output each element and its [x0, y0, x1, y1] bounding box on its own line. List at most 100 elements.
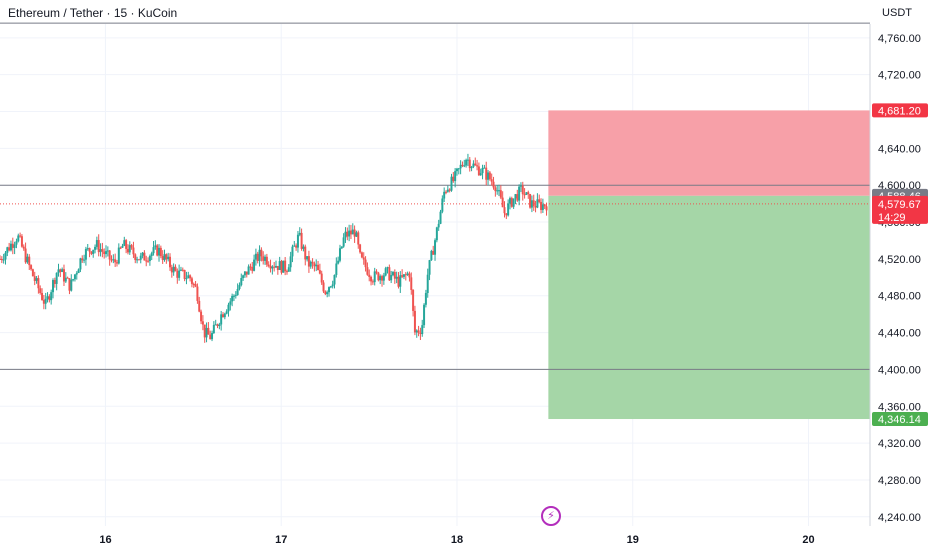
candle-body: [481, 167, 484, 174]
candle-body: [441, 198, 444, 212]
candle-body: [448, 189, 451, 191]
last-price-tag: 4,579.67: [878, 199, 921, 211]
candle-body: [322, 282, 325, 292]
candle-body: [9, 243, 12, 251]
candle-body: [287, 267, 290, 272]
candle-body: [46, 296, 49, 299]
candle-body: [86, 248, 89, 250]
candle-body: [52, 279, 55, 293]
candle-body: [30, 265, 33, 270]
candle-body: [386, 267, 389, 269]
candle-body: [410, 277, 413, 290]
candle-body: [401, 275, 404, 277]
candle-body: [88, 248, 91, 252]
candle-body: [408, 273, 411, 278]
candle-body: [264, 256, 267, 261]
candle-body: [293, 245, 296, 247]
candle-body: [412, 289, 415, 311]
y-tick-label: 4,360.00: [878, 401, 921, 413]
currency-label[interactable]: USDT: [882, 7, 912, 19]
candle-body: [488, 172, 491, 180]
candle-body: [212, 324, 215, 334]
candle-body: [156, 245, 159, 256]
candle-body: [507, 203, 510, 216]
candle-body: [417, 330, 420, 333]
countdown-tag: 14:29: [878, 212, 906, 224]
y-tick-label: 4,640.00: [878, 143, 921, 155]
candle-body: [455, 168, 458, 172]
candle-body: [366, 267, 369, 275]
last-price-tag-bg: [872, 195, 928, 224]
candle-body: [134, 254, 137, 261]
candle-body: [17, 235, 20, 242]
candle-body: [317, 264, 320, 271]
candle-body: [136, 259, 139, 261]
candle-body: [391, 272, 394, 276]
candle-body: [501, 197, 504, 208]
candle-body: [373, 271, 376, 283]
candle-body: [70, 279, 73, 291]
candle-body: [147, 260, 150, 262]
candle-body: [342, 237, 345, 247]
candle-body: [119, 247, 122, 249]
candle-body: [83, 259, 86, 261]
candle-body: [39, 288, 42, 293]
candle-body: [468, 159, 471, 169]
candle-body: [344, 231, 347, 238]
candle-body: [218, 324, 221, 327]
candle-body: [492, 181, 495, 188]
candle-body: [68, 278, 71, 291]
symbol-title[interactable]: Ethereum / Tether · 15 · KuCoin: [8, 6, 178, 20]
candle-body: [251, 267, 254, 271]
take-profit-zone: [548, 195, 870, 420]
y-tick-label: 4,760.00: [878, 33, 921, 45]
candle-body: [172, 266, 175, 273]
candle-body: [267, 264, 270, 266]
candle-body: [521, 185, 524, 195]
candle-body: [508, 198, 511, 204]
candle-body: [211, 333, 214, 340]
candle-body: [105, 251, 108, 255]
lightning-bolt-icon[interactable]: ⚡: [541, 506, 561, 526]
candle-body: [19, 235, 22, 237]
candle-body: [432, 250, 435, 255]
candle-body: [529, 194, 532, 208]
candle-body: [518, 186, 521, 201]
candle-body: [340, 246, 343, 249]
candle-body: [402, 274, 405, 277]
x-axis-ticks: 16 17 18 19 20: [99, 534, 814, 546]
candle-body: [349, 230, 352, 235]
candle-body: [445, 191, 448, 193]
candle-body: [205, 327, 208, 338]
candle-body: [454, 171, 457, 182]
candle-body: [538, 199, 541, 202]
candle-body: [381, 276, 384, 281]
candle-body: [329, 286, 332, 288]
candle-body: [419, 332, 422, 335]
candle-body: [77, 269, 80, 274]
candle-body: [328, 287, 331, 293]
candle-body: [238, 285, 241, 289]
candle-body: [2, 259, 5, 261]
candle-body: [393, 272, 396, 279]
stop-loss-zone: [548, 110, 870, 196]
candle-body: [117, 247, 120, 264]
candle-body: [434, 240, 437, 255]
candle-body: [530, 200, 533, 208]
candle-body: [165, 254, 168, 260]
candle-body: [527, 192, 530, 195]
candle-body: [499, 190, 502, 198]
stop-price-tag: 4,681.20: [878, 105, 921, 117]
candle-body: [463, 165, 466, 167]
candle-body: [375, 271, 378, 273]
candle-body: [99, 249, 102, 253]
candle-body: [370, 276, 373, 282]
x-tick-label: 18: [451, 534, 463, 546]
candle-body: [178, 270, 181, 278]
candle-body: [33, 276, 36, 281]
candle-body: [278, 261, 281, 270]
candle-body: [190, 278, 193, 284]
candle-body: [225, 311, 228, 314]
